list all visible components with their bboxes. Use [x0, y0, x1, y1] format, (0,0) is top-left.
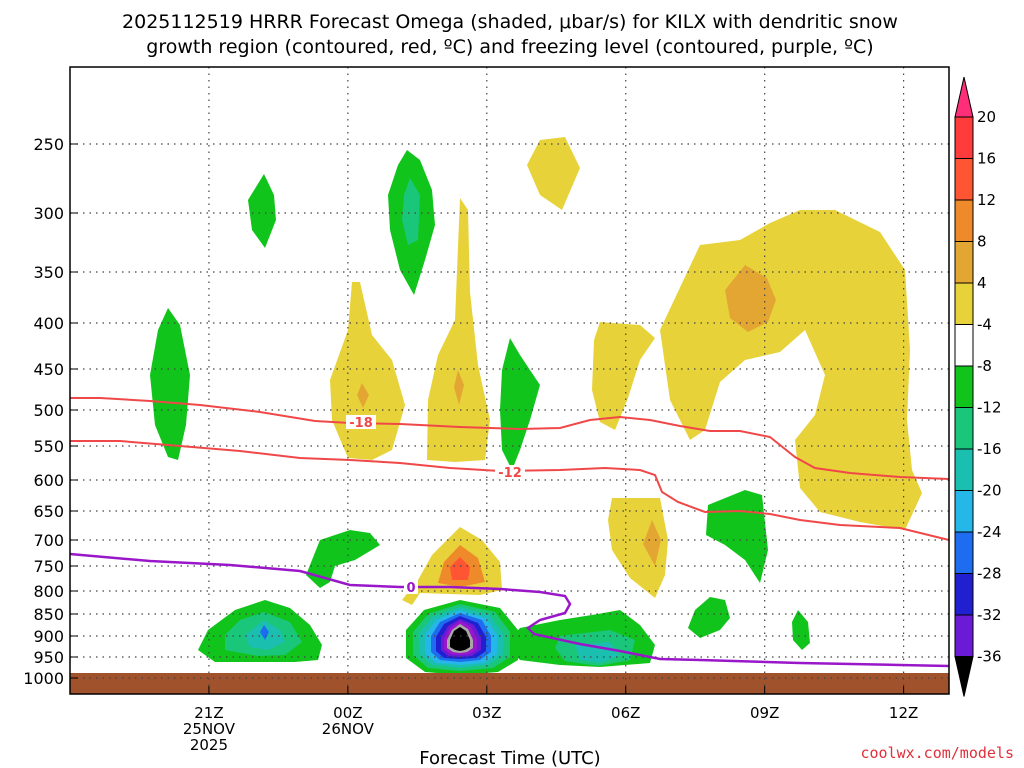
grid-lines [70, 67, 949, 694]
colorbar-label-11: -28 [977, 565, 1002, 583]
colorbar-label-13: -36 [977, 648, 1002, 666]
freezing-level-label: 0 [406, 581, 415, 596]
colorbar-band-6 [954, 365, 974, 408]
chart-title-line1: 2025112519 HRRR Forecast Omega (shaded, … [122, 11, 898, 33]
colorbar-band-11 [954, 573, 974, 616]
y-tick-label-550: 550 [33, 437, 64, 456]
omega-pos-cell-12-inner [725, 265, 776, 332]
y-tick-label-850: 850 [33, 605, 64, 624]
y-tick-label-450: 450 [33, 360, 64, 379]
omega-neg-cell-900-center-core [450, 627, 470, 651]
dgz-label-minus12: -12 [498, 466, 522, 481]
y-tick-label-350: 350 [33, 263, 64, 282]
colorbar-top-arrow [954, 76, 974, 118]
plot-frame [69, 66, 950, 695]
dgz-label-minus18: -18 [349, 416, 373, 431]
omega-neg-cell-290 [248, 174, 276, 248]
dgz-contour-minus18 [70, 397, 950, 480]
x-tick-label-0-1: 25NOV [183, 720, 236, 738]
dgz-contour-minus12 [70, 440, 950, 541]
colorbar-band-12 [954, 614, 974, 657]
colorbar-label-5: -4 [977, 316, 992, 334]
colorbar-label-9: -20 [977, 482, 1002, 500]
x-tick-label-3-0: 06Z [611, 704, 640, 722]
x-tick-label-0-0: 21Z [194, 704, 223, 722]
dgz-label-minus12-bg [495, 465, 525, 479]
y-tick-label-500: 500 [33, 401, 64, 420]
omega-neg-cell-450 [150, 308, 190, 460]
colorbar-band-4 [954, 282, 974, 325]
colorbar-label-2: 12 [977, 191, 996, 209]
omega-pos-cell-400-b [427, 198, 490, 462]
colorbar-label-0: 20 [977, 108, 996, 126]
x-tick-label-5-0: 12Z [889, 704, 918, 722]
omega-neg-cell-500 [500, 338, 540, 470]
omega-neg-cell-900-right-inner [575, 642, 620, 663]
omega-neg-cell-300-inner [402, 178, 420, 245]
colorbar-bottom-arrow [954, 656, 974, 697]
colorbar-band-0 [954, 116, 974, 159]
colorbar-band-3 [954, 241, 974, 284]
omega-shading [150, 137, 922, 675]
x-tick-label-1-0: 00Z [333, 704, 362, 722]
dgz-label-minus18-bg [346, 415, 376, 429]
y-tick-label-800: 800 [33, 582, 64, 601]
y-tick-label-300: 300 [33, 204, 64, 223]
y-tick-label-900: 900 [33, 627, 64, 646]
omega-colorbar: 20 16 12 8 4 -4 -8 -12 -16 -20 -24 -28 -32 -36 [954, 76, 1002, 697]
y-tick-label-950: 950 [33, 648, 64, 667]
plot-area: -18 -12 0 [69, 66, 950, 695]
omega-pos-cell-700-inner [643, 520, 661, 566]
colorbar-band-8 [954, 448, 974, 491]
colorbar-band-5 [954, 324, 974, 367]
colorbar-band-10 [954, 531, 974, 574]
y-tick-label-1000: 1000 [23, 669, 64, 688]
x-tick-label-1-1: 26NOV [322, 720, 375, 738]
colorbar-band-7 [954, 407, 974, 450]
chart-title-line2: growth region (contoured, red, ºC) and f… [146, 36, 873, 58]
y-tick-label-650: 650 [33, 502, 64, 521]
omega-neg-cell-900-left-core [260, 625, 269, 640]
freezing-level-contour [69, 552, 950, 668]
y-tick-label-600: 600 [33, 471, 64, 490]
omega-neg-cell-850-b [792, 610, 810, 650]
colorbar-band-1 [954, 158, 974, 201]
x-tick-label-2-0: 03Z [472, 704, 501, 722]
omega-pos-cell-750-core [450, 557, 470, 580]
colorbar-band-9 [954, 490, 974, 533]
freezing-label-bg [404, 580, 418, 594]
credit-text: coolwx.com/models [860, 744, 1014, 762]
x-tick-label-0-2: 2025 [190, 736, 228, 754]
colorbar-label-4: 4 [977, 274, 987, 292]
colorbar-band-2 [954, 199, 974, 242]
colorbar-label-7: -12 [977, 399, 1002, 417]
colorbar-label-8: -16 [977, 440, 1002, 458]
pressure-axis: 250 300 350 400 450 500 550 600 650 700 750 800 850 9… [23, 135, 78, 688]
ground-below-surface [70, 673, 949, 694]
omega-pos-cell-250 [527, 137, 580, 210]
y-tick-label-700: 700 [33, 531, 64, 550]
y-tick-label-400: 400 [33, 314, 64, 333]
colorbar-label-6: -8 [977, 357, 992, 375]
omega-neg-cell-850-a [688, 597, 730, 638]
omega-neg-cell-720 [306, 530, 380, 588]
colorbar-label-3: 8 [977, 233, 987, 251]
colorbar-label-10: -24 [977, 523, 1002, 541]
omega-pos-cell-500-b [454, 370, 464, 405]
colorbar-label-12: -32 [977, 606, 1002, 624]
y-tick-label-250: 250 [33, 135, 64, 154]
y-tick-label-750: 750 [33, 557, 64, 576]
omega-pos-cell-420 [592, 322, 655, 430]
x-axis-label: Forecast Time (UTC) [419, 748, 600, 768]
x-tick-label-4-0: 09Z [750, 704, 779, 722]
colorbar-label-1: 16 [977, 150, 996, 168]
omega-pos-cell-500-a [357, 383, 369, 408]
